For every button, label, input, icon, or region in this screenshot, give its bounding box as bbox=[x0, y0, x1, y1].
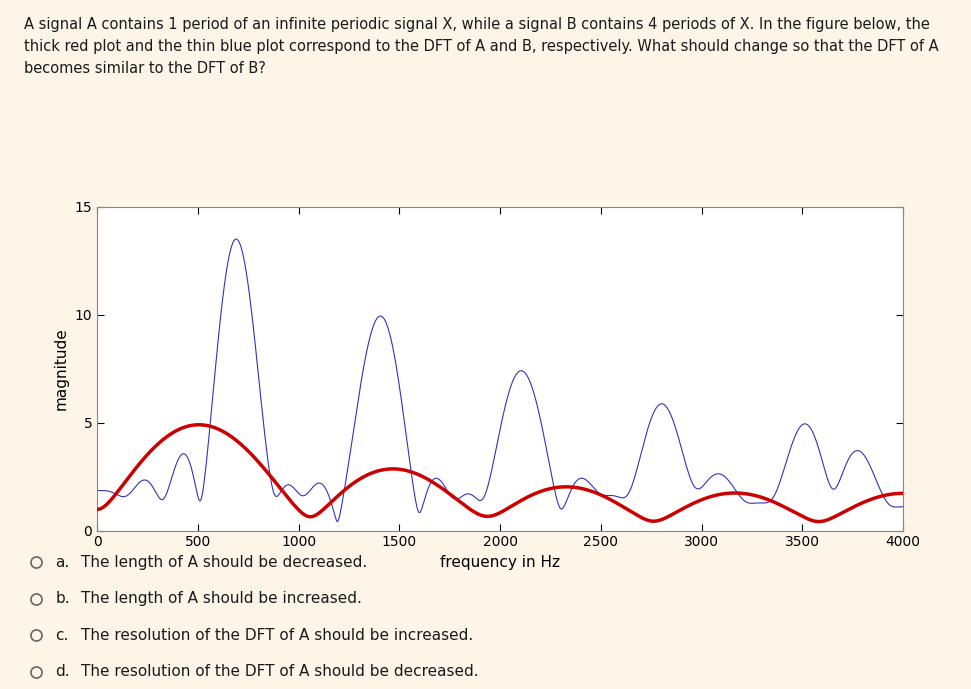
Y-axis label: magnitude: magnitude bbox=[54, 327, 69, 410]
Text: The resolution of the DFT of A should be increased.: The resolution of the DFT of A should be… bbox=[81, 628, 473, 643]
Text: The length of A should be increased.: The length of A should be increased. bbox=[81, 591, 362, 606]
Text: The length of A should be decreased.: The length of A should be decreased. bbox=[81, 555, 367, 570]
Text: b.: b. bbox=[55, 591, 70, 606]
X-axis label: frequency in Hz: frequency in Hz bbox=[440, 555, 560, 570]
Text: d.: d. bbox=[55, 664, 70, 679]
Text: c.: c. bbox=[55, 628, 69, 643]
Text: A signal A contains 1 period of an infinite periodic signal X, while a signal B : A signal A contains 1 period of an infin… bbox=[24, 17, 939, 76]
Text: a.: a. bbox=[55, 555, 70, 570]
Text: The resolution of the DFT of A should be decreased.: The resolution of the DFT of A should be… bbox=[81, 664, 479, 679]
